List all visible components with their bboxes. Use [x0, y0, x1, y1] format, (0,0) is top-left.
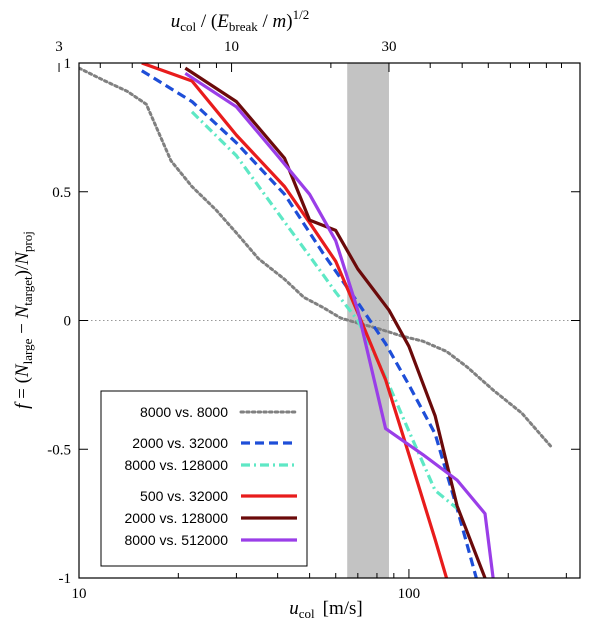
- top-tick-label: 30: [381, 39, 396, 55]
- x-axis-title: ucol [m/s]: [289, 598, 363, 621]
- legend: 8000 vs. 8000 2000 vs. 32000 8000 vs. 1280…: [100, 390, 308, 567]
- y-tick-label: 0.5: [52, 185, 71, 201]
- legend-label: 8000 vs. 8000: [140, 404, 228, 420]
- legend-label: 8000 vs. 512000: [124, 532, 228, 548]
- legend-box: [100, 390, 308, 567]
- series-line-5: [184, 66, 487, 578]
- y-tick-label: 1: [64, 56, 72, 72]
- top-tick-label: 10: [224, 39, 239, 55]
- y-tick-label: -0.5: [47, 442, 71, 458]
- legend-label: 500 vs. 32000: [140, 488, 228, 504]
- series-line-3: [190, 110, 459, 510]
- x-tick-label: 10: [72, 586, 87, 602]
- y-tick-label: 0: [64, 314, 72, 330]
- legend-label: 2000 vs. 32000: [132, 435, 228, 451]
- top-axis-title: ucol / (Ebreak / m)1/2: [171, 7, 309, 34]
- top-tick-label: 3: [55, 39, 63, 55]
- series-line-2: [140, 69, 478, 578]
- y-axis-title: f = (Nlarge − Ntarget)/Nproj: [12, 231, 35, 409]
- series-line-1: [79, 66, 553, 449]
- legend-label: 2000 vs. 128000: [124, 510, 228, 526]
- legend-label: 8000 vs. 128000: [124, 457, 228, 473]
- series-line-6: [184, 71, 495, 578]
- series-line-4: [141, 63, 449, 578]
- x-tick-label: 100: [398, 586, 421, 602]
- y-tick-label: -1: [59, 571, 72, 587]
